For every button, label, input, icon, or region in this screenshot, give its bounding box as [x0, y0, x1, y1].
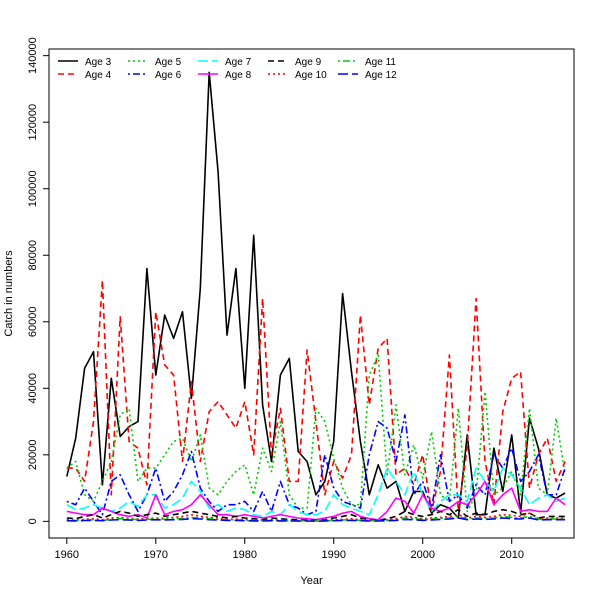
- y-tick-label: 80000: [27, 240, 39, 271]
- y-axis-label: Catch in numbers: [3, 250, 15, 337]
- legend-label: Age 5: [155, 57, 182, 68]
- legend-label: Age 6: [155, 70, 182, 81]
- x-tick-label: 1960: [55, 549, 79, 561]
- y-tick-label: 20000: [27, 440, 39, 471]
- series-line-1: [66, 71, 566, 519]
- legend: Age 3 Age 4 Age 5 Age 6 Age 7 Age 8 Age 9 Age 1…: [58, 57, 397, 81]
- series-layer: [66, 71, 566, 523]
- legend-label: Age 9: [295, 57, 322, 68]
- x-tick-label: 2000: [410, 549, 434, 561]
- series-line-2: [66, 279, 566, 513]
- x-tick-label: 2010: [499, 549, 523, 561]
- x-axis-label: Year: [300, 575, 323, 587]
- series-line-10: [66, 517, 566, 523]
- x-axis: 1960 1970 1980 1990 2000 2010: [55, 538, 524, 561]
- plot-frame: [48, 48, 575, 539]
- y-tick-label: 120000: [27, 104, 39, 141]
- y-tick-label: 140000: [27, 37, 39, 74]
- y-tick-label: 40000: [27, 373, 39, 404]
- legend-label: Age 11: [365, 57, 396, 68]
- y-axis: 0 20000 40000 60000 80000 100000 120000 140000: [27, 37, 49, 524]
- series-line-9: [66, 515, 566, 522]
- x-tick-label: 1980: [233, 549, 257, 561]
- x-tick-label: 1970: [144, 549, 168, 561]
- y-tick-label: 100000: [27, 170, 39, 207]
- y-tick-label: 60000: [27, 306, 39, 337]
- series-line-5: [66, 467, 566, 518]
- legend-label: Age 3: [85, 57, 112, 68]
- legend-label: Age 7: [225, 57, 252, 68]
- x-tick-label: 1990: [322, 549, 346, 561]
- legend-label: Age 10: [295, 70, 327, 81]
- y-tick-label: 0: [27, 518, 39, 524]
- legend-label: Age 8: [225, 70, 252, 81]
- legend-label: Age 4: [85, 70, 112, 81]
- series-line-4: [66, 414, 566, 516]
- series-line-3: [66, 354, 566, 513]
- legend-label: Age 12: [365, 70, 397, 81]
